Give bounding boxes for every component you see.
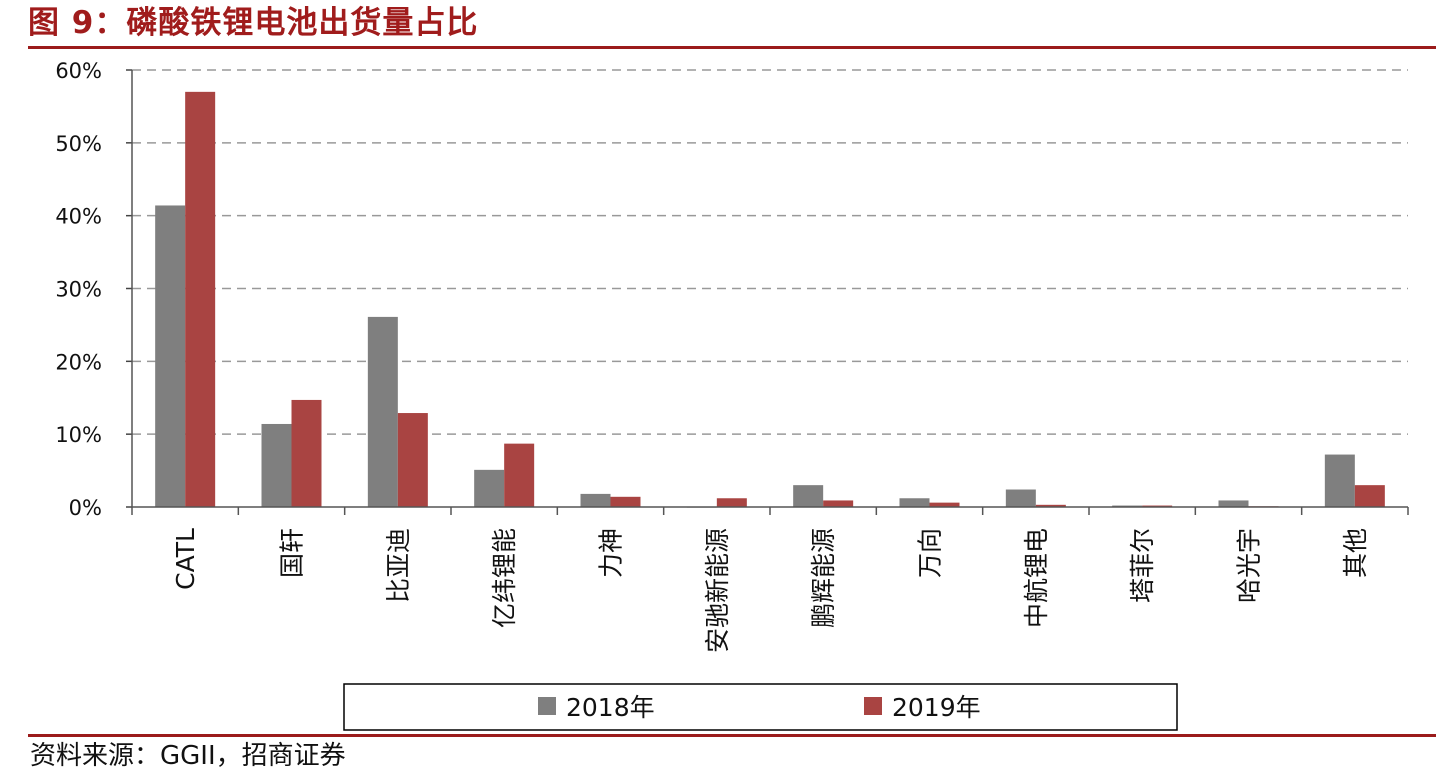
category-label: 万向: [916, 528, 945, 578]
category-label: 亿纬锂能: [490, 528, 519, 628]
category-label: 中航锂电: [1022, 528, 1051, 628]
y-tick-label: 20%: [55, 350, 102, 374]
category-label: 国轩: [278, 528, 307, 578]
bar-2019-1: [185, 91, 216, 507]
legend: 2018年 2019年: [343, 683, 1178, 731]
footer-divider: [28, 734, 1436, 737]
bar-2018-1: [155, 205, 186, 507]
category-labels: CATL 国轩 比亚迪 亿纬锂能 力神 安驰新能源 鹏辉能源 万向 中航锂电 塔菲尔 哈光宇 其他: [171, 528, 1370, 653]
category-label: 比亚迪: [384, 528, 413, 603]
y-tick-label: 10%: [55, 423, 102, 447]
bar-2019-4: [504, 443, 535, 507]
bar-2018-3: [367, 316, 398, 507]
category-label: 其他: [1341, 528, 1370, 578]
y-tick-label: 0%: [69, 496, 102, 520]
bar-2019-3: [397, 413, 428, 507]
y-tick-label: 30%: [55, 278, 102, 302]
bar-2019-2: [291, 399, 322, 507]
category-label: 力神: [597, 528, 626, 578]
bar-2018-9: [1005, 489, 1036, 507]
category-label: 塔菲尔: [1128, 528, 1157, 603]
title-divider: [28, 46, 1436, 49]
bar-2018-4: [474, 469, 505, 507]
category-label: 安驰新能源: [703, 528, 732, 653]
bar-2018-7: [793, 485, 824, 507]
bar-2019-9: [1035, 504, 1066, 507]
bar-2019-6: [716, 498, 747, 507]
legend-swatch-2019: [864, 697, 882, 715]
bar-2018-11: [1218, 500, 1249, 507]
figure-title: 图 9：磷酸铁锂电池出货量占比: [28, 5, 479, 41]
bar-2018-12: [1324, 454, 1355, 507]
legend-label-2018: 2018年: [566, 693, 655, 722]
axes: [131, 70, 1409, 515]
legend-label-2019: 2019年: [892, 693, 981, 722]
legend-box: [343, 683, 1178, 731]
y-tick-label: 50%: [55, 132, 102, 156]
category-label: 哈光宇: [1235, 528, 1264, 603]
category-label: 鹏辉能源: [809, 528, 838, 628]
category-label: CATL: [171, 528, 200, 590]
bar-2019-8: [929, 502, 960, 507]
y-tick-label: 60%: [55, 59, 102, 83]
source-note: 资料来源：GGII，招商证券: [30, 741, 346, 771]
bars: [155, 91, 1385, 508]
y-tick-label: 40%: [55, 205, 102, 229]
bar-2018-2: [261, 423, 292, 507]
bar-2019-7: [823, 500, 854, 507]
bar-2019-12: [1354, 485, 1385, 507]
bar-2018-8: [899, 498, 930, 507]
bar-2019-5: [610, 496, 641, 507]
y-axis-ticks: 0% 10% 20% 30% 40% 50% 60%: [55, 59, 132, 520]
legend-swatch-2018: [538, 697, 556, 715]
bar-2018-5: [580, 493, 611, 507]
gridlines: [132, 69, 1408, 435]
